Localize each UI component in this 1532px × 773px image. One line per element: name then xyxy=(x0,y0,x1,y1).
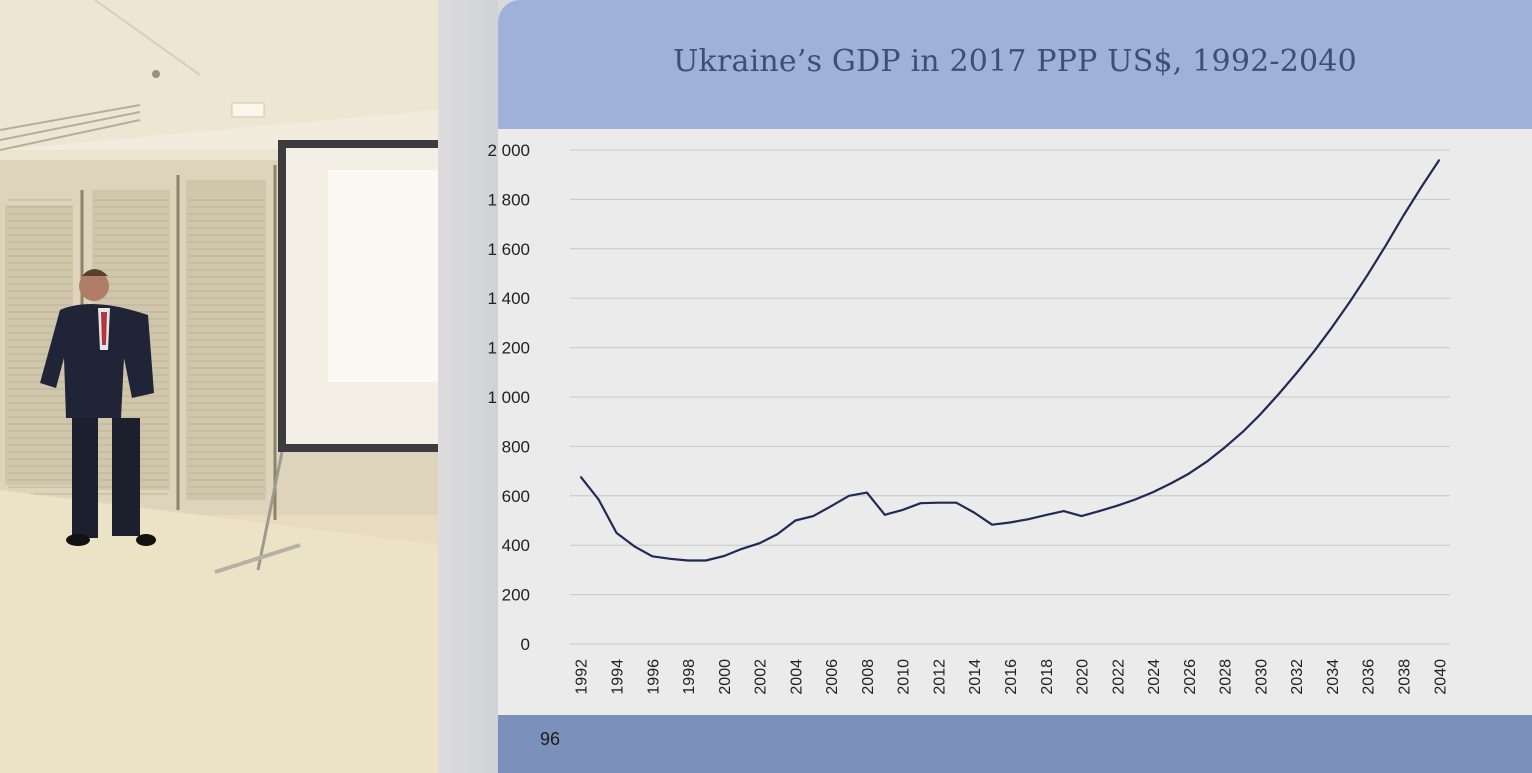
data-point xyxy=(1098,510,1101,512)
data-point xyxy=(598,498,600,501)
data-point xyxy=(1385,245,1387,247)
x-tick-label: 2036 xyxy=(1361,659,1378,695)
x-tick-label: 2028 xyxy=(1218,659,1235,695)
x-tick-label: 2016 xyxy=(1003,659,1020,695)
data-point xyxy=(1170,482,1172,485)
y-tick-label: 200 xyxy=(502,586,530,605)
y-tick-label: 600 xyxy=(502,487,530,506)
x-tick-label: 2018 xyxy=(1039,659,1056,695)
y-tick-label: 800 xyxy=(502,437,530,456)
data-point xyxy=(1349,301,1351,303)
data-point xyxy=(794,519,796,522)
y-axis-ticks: 0 200 400 600 800 1 000 1 200 1 400 1 600 1 800 2 … xyxy=(487,141,530,654)
y-tick-label: 2 000 xyxy=(487,141,530,160)
slide-footer-band xyxy=(498,715,1532,773)
data-point xyxy=(758,542,761,544)
data-point xyxy=(1206,461,1208,463)
y-tick-label: 0 xyxy=(521,635,530,654)
y-tick-label: 1 800 xyxy=(487,190,530,209)
y-tick-label: 400 xyxy=(502,536,530,555)
x-tick-label: 2004 xyxy=(788,659,805,695)
data-point xyxy=(1259,413,1262,415)
data-point xyxy=(866,491,868,494)
x-tick-label: 2008 xyxy=(860,659,877,695)
x-tick-label: 1992 xyxy=(574,659,591,695)
data-point xyxy=(776,533,779,535)
data-point xyxy=(1295,372,1297,375)
data-point xyxy=(1027,518,1029,520)
data-point xyxy=(669,558,671,560)
slide-page-number: 96 xyxy=(540,729,561,749)
data-point xyxy=(1009,521,1011,524)
x-tick-label: 2032 xyxy=(1289,659,1306,695)
x-tick-label: 2022 xyxy=(1110,659,1127,695)
x-tick-label: 2024 xyxy=(1146,659,1163,695)
data-point xyxy=(1045,514,1047,516)
data-point xyxy=(1063,510,1065,512)
data-point xyxy=(902,509,904,511)
data-point xyxy=(1420,186,1422,188)
data-point xyxy=(1438,159,1440,161)
data-point xyxy=(615,532,618,534)
x-tick-label: 2038 xyxy=(1396,659,1413,695)
data-point xyxy=(884,514,886,516)
x-tick-label: 2010 xyxy=(896,659,913,695)
panel-divider xyxy=(438,0,498,773)
x-tick-label: 2000 xyxy=(717,659,734,695)
data-point xyxy=(1402,214,1405,217)
data-point xyxy=(991,524,993,526)
data-point xyxy=(1188,472,1190,475)
slide-header-band xyxy=(498,0,1532,129)
data-point xyxy=(1241,431,1244,433)
slide-title: Ukraine’s GDP in 2017 PPP US$, 1992-2040 xyxy=(673,44,1357,79)
data-point xyxy=(1080,515,1083,517)
data-point xyxy=(723,555,725,557)
x-tick-label: 2040 xyxy=(1432,659,1449,695)
data-point xyxy=(741,548,743,550)
data-point xyxy=(687,559,689,562)
data-point xyxy=(1277,393,1279,396)
data-point xyxy=(1331,326,1333,328)
y-tick-label: 1 200 xyxy=(487,339,530,358)
gdp-line-chart: 0 200 400 600 800 1 000 1 200 1 400 1 600 1 800 2 … xyxy=(487,141,1450,695)
x-tick-label: 2034 xyxy=(1325,659,1342,695)
x-tick-label: 2030 xyxy=(1253,659,1270,695)
x-axis-ticks: 1992 1994 1996 1998 2000 2002 2004 2006 2008 2010… xyxy=(574,659,1450,695)
data-point xyxy=(937,502,940,504)
x-tick-label: 2006 xyxy=(824,659,841,695)
y-tick-label: 1 400 xyxy=(487,289,530,308)
x-tick-label: 1998 xyxy=(681,659,698,695)
data-point xyxy=(1367,274,1369,276)
x-tick-label: 2002 xyxy=(753,659,770,695)
data-point xyxy=(848,495,850,497)
x-tick-label: 2012 xyxy=(931,659,948,695)
x-tick-label: 1996 xyxy=(645,659,662,695)
data-point xyxy=(973,511,975,514)
x-tick-label: 2026 xyxy=(1182,659,1199,695)
chart-series xyxy=(579,159,1441,562)
data-point xyxy=(1224,447,1226,449)
data-point xyxy=(955,502,957,504)
data-point xyxy=(1313,350,1315,352)
data-point xyxy=(580,476,582,478)
y-tick-label: 1 000 xyxy=(487,388,530,407)
x-tick-label: 2014 xyxy=(967,659,984,695)
data-point xyxy=(633,545,635,548)
data-point xyxy=(830,505,832,507)
room-scene-image xyxy=(0,0,438,773)
slide-body xyxy=(498,129,1532,715)
y-tick-label: 1 600 xyxy=(487,240,530,259)
data-point xyxy=(651,555,653,557)
data-point xyxy=(812,515,814,517)
x-tick-label: 2020 xyxy=(1075,659,1092,695)
data-point xyxy=(919,502,922,504)
chart-gridlines xyxy=(570,149,1450,645)
x-tick-label: 1994 xyxy=(610,659,627,695)
data-point xyxy=(1134,498,1136,501)
data-point xyxy=(1116,505,1118,507)
data-point xyxy=(705,559,707,562)
video-feed xyxy=(0,0,438,773)
gdp-series-line xyxy=(579,159,1441,562)
data-point xyxy=(1152,491,1154,493)
